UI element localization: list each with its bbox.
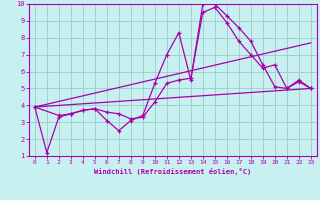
X-axis label: Windchill (Refroidissement éolien,°C): Windchill (Refroidissement éolien,°C) (94, 168, 252, 175)
